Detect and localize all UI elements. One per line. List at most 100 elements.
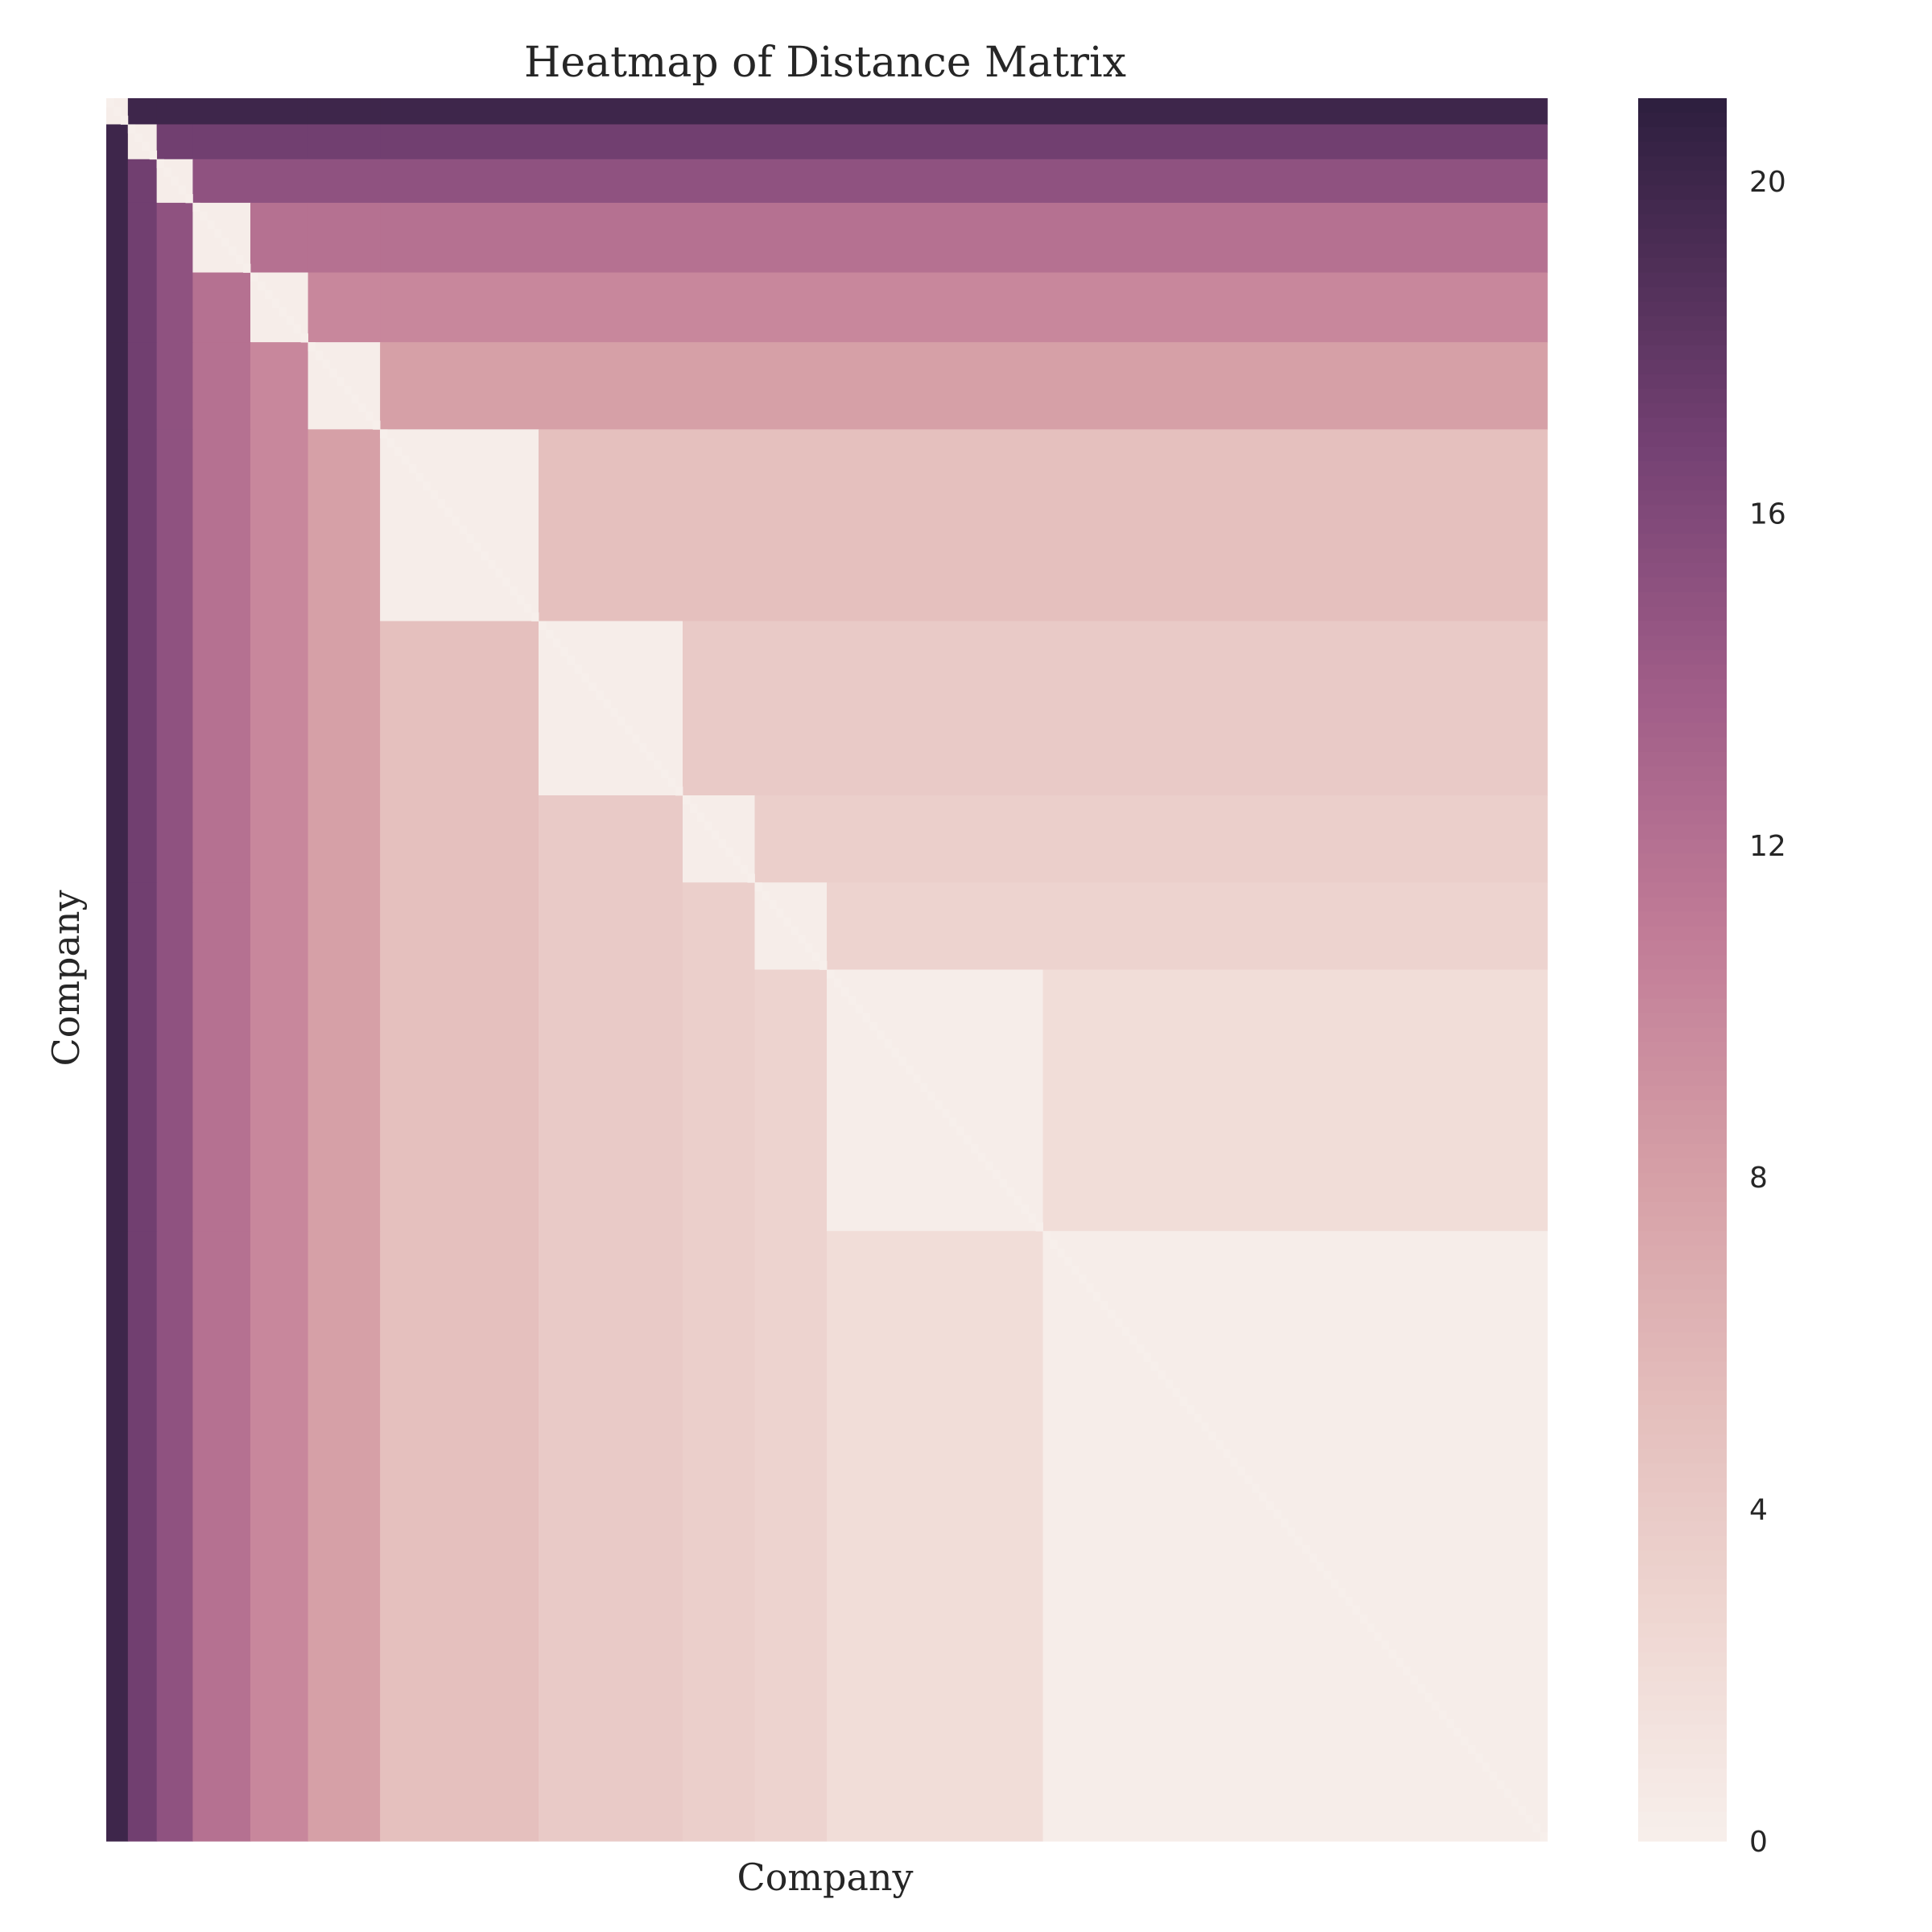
colorbar-segment bbox=[1638, 1536, 1727, 1551]
heatmap-cell bbox=[192, 1231, 251, 1842]
colorbar-segment bbox=[1638, 1332, 1727, 1348]
heatmap-cell bbox=[754, 159, 828, 204]
colorbar-segment bbox=[1638, 1260, 1727, 1275]
heatmap-diagonal-cell bbox=[740, 865, 748, 874]
colorbar-segment bbox=[1638, 1100, 1727, 1116]
colorbar-segment bbox=[1638, 534, 1727, 549]
heatmap-cell bbox=[539, 272, 683, 343]
heatmap-diagonal-cell bbox=[1165, 1379, 1173, 1389]
colorbar-segment bbox=[1638, 563, 1727, 578]
colorbar-segment bbox=[1638, 810, 1727, 825]
colorbar-segment bbox=[1638, 1245, 1727, 1261]
heatmap-diagonal-cell bbox=[617, 716, 625, 726]
colorbar-segment bbox=[1638, 374, 1727, 390]
heatmap-diagonal-cell bbox=[1136, 1344, 1145, 1354]
heatmap-cell bbox=[192, 124, 251, 160]
colorbar-segment bbox=[1638, 1158, 1727, 1174]
colorbar-segment bbox=[1638, 998, 1727, 1014]
heatmap-diagonal-cell bbox=[639, 743, 647, 753]
heatmap-diagonal-cell bbox=[869, 1022, 878, 1031]
heatmap-diagonal-cell bbox=[1223, 1448, 1231, 1459]
heatmap-diagonal-cell bbox=[725, 847, 734, 857]
heatmap-cell bbox=[106, 1231, 129, 1842]
heatmap-diagonal-cell bbox=[769, 899, 777, 910]
colorbar-tick-label: 12 bbox=[1749, 830, 1786, 863]
colorbar-segment bbox=[1638, 1376, 1727, 1392]
heatmap-diagonal-cell bbox=[610, 708, 618, 717]
heatmap-diagonal-cell bbox=[1187, 1405, 1195, 1414]
colorbar-segment bbox=[1638, 1274, 1727, 1290]
heatmap-diagonal-cell bbox=[387, 438, 395, 448]
heatmap-diagonal-cell bbox=[452, 516, 460, 526]
heatmap-diagonal-cell bbox=[437, 498, 446, 509]
heatmap-cell bbox=[250, 969, 309, 1232]
heatmap-cell bbox=[380, 795, 539, 883]
heatmap-cell bbox=[827, 202, 1044, 274]
colorbar-segment bbox=[1638, 1361, 1727, 1377]
heatmap-cell bbox=[827, 124, 1044, 160]
heatmap-diagonal-cell bbox=[935, 1100, 943, 1110]
colorbar-segment bbox=[1638, 1056, 1727, 1072]
heatmap-diagonal-cell bbox=[300, 333, 308, 343]
heatmap-diagonal-cell bbox=[1403, 1666, 1411, 1676]
heatmap-diagonal-cell bbox=[1316, 1562, 1324, 1571]
heatmap-cell bbox=[250, 795, 309, 883]
heatmap-cell bbox=[380, 124, 539, 160]
heatmap-cell bbox=[539, 202, 683, 274]
heatmap-diagonal-cell bbox=[848, 995, 857, 1005]
colorbar-segment bbox=[1638, 1695, 1727, 1711]
heatmap-cell bbox=[308, 272, 381, 343]
heatmap-cell bbox=[827, 272, 1044, 343]
heatmap-cell bbox=[106, 429, 129, 622]
heatmap-cell bbox=[250, 342, 309, 430]
colorbar-segment bbox=[1638, 1608, 1727, 1624]
heatmap-diagonal-cell bbox=[1453, 1728, 1461, 1737]
heatmap-diagonal-cell bbox=[171, 176, 179, 186]
colorbar-segment bbox=[1638, 301, 1727, 317]
heatmap-diagonal-cell bbox=[949, 1117, 957, 1127]
colorbar-segment bbox=[1638, 1550, 1727, 1566]
heatmap-cell bbox=[308, 882, 381, 971]
colorbar-segment bbox=[1638, 1216, 1727, 1232]
heatmap-diagonal-cell bbox=[229, 246, 237, 256]
colorbar-segment bbox=[1638, 1173, 1727, 1188]
heatmap-diagonal-cell bbox=[495, 568, 503, 578]
colorbar-segment bbox=[1638, 1724, 1727, 1740]
heatmap-diagonal-cell bbox=[805, 943, 813, 953]
heatmap-cell bbox=[106, 795, 129, 883]
y-axis-label: Company bbox=[44, 890, 88, 1066]
colorbar-segment bbox=[1638, 1768, 1727, 1784]
colorbar-segment bbox=[1638, 1347, 1727, 1363]
heatmap-diagonal-cell bbox=[1439, 1710, 1447, 1719]
heatmap-diagonal-cell bbox=[927, 1092, 935, 1101]
colorbar-segment bbox=[1638, 461, 1727, 477]
heatmap-cell bbox=[308, 621, 381, 796]
heatmap-diagonal-cell bbox=[243, 263, 251, 273]
heatmap-cell bbox=[683, 429, 756, 622]
heatmap-diagonal-cell bbox=[415, 473, 424, 482]
heatmap-cell bbox=[156, 98, 193, 126]
heatmap-diagonal-cell bbox=[1093, 1292, 1101, 1302]
heatmap-diagonal-cell bbox=[1338, 1588, 1346, 1598]
heatmap-diagonal-cell bbox=[207, 220, 215, 229]
heatmap-diagonal-cell bbox=[552, 638, 561, 648]
heatmap-cell bbox=[250, 202, 309, 274]
heatmap-cell bbox=[156, 621, 193, 796]
heatmap-diagonal-cell bbox=[783, 917, 791, 927]
heatmap-diagonal-cell bbox=[1021, 1204, 1029, 1214]
heatmap-diagonal-cell bbox=[1143, 1352, 1152, 1363]
heatmap-cell bbox=[754, 124, 828, 160]
colorbar-segment bbox=[1638, 1289, 1727, 1305]
heatmap-diagonal-cell bbox=[1006, 1187, 1015, 1197]
heatmap-diagonal-cell bbox=[819, 960, 828, 970]
heatmap-diagonal-cell bbox=[704, 821, 712, 831]
heatmap-cell bbox=[250, 621, 309, 796]
heatmap-cell bbox=[683, 621, 756, 796]
heatmap-diagonal-cell bbox=[1237, 1466, 1245, 1476]
heatmap-cell bbox=[754, 1231, 828, 1842]
colorbar-segment bbox=[1638, 1463, 1727, 1479]
colorbar-segment bbox=[1638, 1144, 1727, 1159]
heatmap-diagonal-cell bbox=[891, 1047, 899, 1058]
heatmap-diagonal-cell bbox=[654, 760, 662, 770]
heatmap-diagonal-cell bbox=[747, 873, 755, 883]
